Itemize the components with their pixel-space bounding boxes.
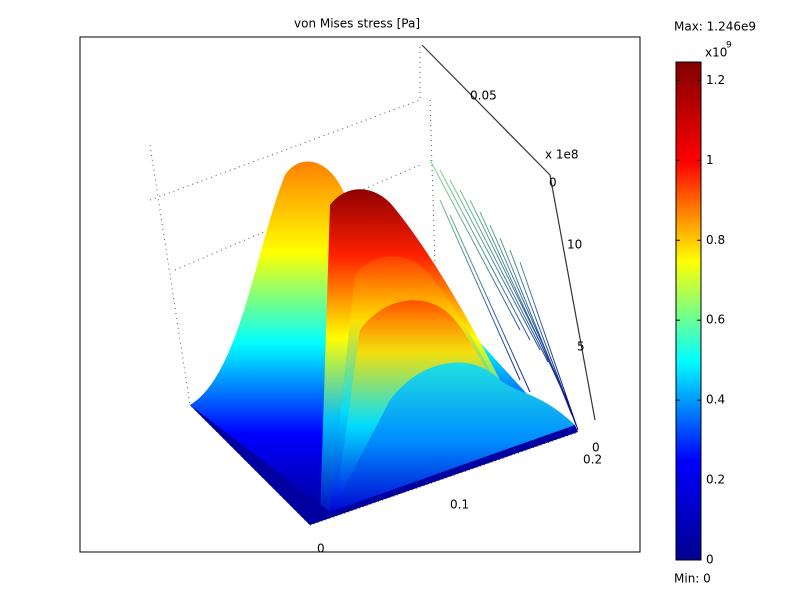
colorbar-tick-label: 0 xyxy=(706,553,714,567)
colorbar-tick-label: 0.4 xyxy=(706,393,725,407)
axis-tick-label: x 1e8 xyxy=(545,148,579,162)
axis-tick-label: 5 xyxy=(577,340,585,354)
axis-tick-label: 0 xyxy=(549,176,557,190)
chart-title: von Mises stress [Pa] xyxy=(294,17,420,31)
min-label: Min: 0 xyxy=(674,572,711,586)
axes-3d xyxy=(309,44,596,526)
colorbar-multiplier: x10 xyxy=(705,46,727,60)
axis-tick-label: 0.2 xyxy=(583,453,602,467)
colorbar-tick-label: 0.2 xyxy=(706,473,725,487)
axis-tick-label: 0 xyxy=(592,441,600,455)
max-label: Max: 1.246e9 xyxy=(674,20,756,34)
axis-tick-label: 10 xyxy=(567,238,582,252)
axis-tick-label: 0.05 xyxy=(470,89,497,103)
axis-tick-label: 0 xyxy=(317,542,325,556)
colorbar-tick-label: 1 xyxy=(706,153,714,167)
colorbar-tick-label: 0.6 xyxy=(706,313,725,327)
colorbar-tick-label: 0.8 xyxy=(706,233,725,247)
colorbar-tick-label: 1.2 xyxy=(706,73,725,87)
surface xyxy=(190,159,579,525)
colorbar xyxy=(675,61,702,561)
axis-tick-label: 0.1 xyxy=(450,498,469,512)
colorbar-exponent: 9 xyxy=(726,41,732,51)
